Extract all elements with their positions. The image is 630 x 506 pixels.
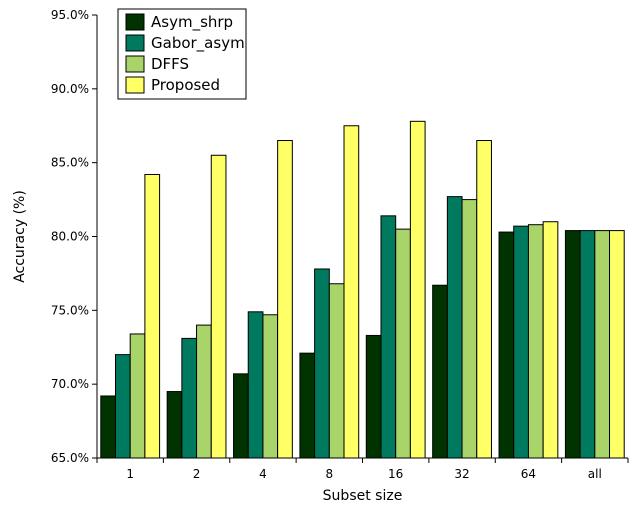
x-tick-label: 16 bbox=[388, 467, 403, 481]
legend-swatch-proposed bbox=[125, 76, 145, 94]
bar-dffs-2 bbox=[196, 324, 212, 459]
bar-asym-shrp-8 bbox=[299, 352, 316, 459]
x-tick-label: 8 bbox=[325, 467, 333, 481]
bar-gabor-asym-2 bbox=[181, 337, 198, 459]
x-tick-label: 1 bbox=[126, 467, 134, 481]
y-axis-label: Accuracy (%) bbox=[12, 190, 28, 283]
bar-proposed-1 bbox=[144, 173, 161, 459]
x-tick-label: 64 bbox=[521, 467, 536, 481]
bar-asym-shrp-all bbox=[564, 230, 581, 459]
bar-asym-shrp-64 bbox=[498, 231, 515, 459]
bar-dffs-32 bbox=[461, 199, 478, 459]
bar-asym-shrp-1 bbox=[100, 395, 116, 459]
y-tick-label: 75.0% bbox=[51, 303, 89, 317]
bar-dffs-1 bbox=[129, 333, 146, 459]
legend-swatch-dffs bbox=[125, 55, 145, 73]
bar-proposed-16 bbox=[409, 120, 426, 459]
bar-asym-shrp-2 bbox=[166, 391, 183, 459]
bar-proposed-64 bbox=[542, 221, 559, 459]
bar-dffs-64 bbox=[527, 224, 544, 459]
y-tick-label: 85.0% bbox=[51, 156, 89, 170]
x-ticks-group: 1 2 4 8 16 32 64 all bbox=[96, 458, 629, 481]
bar-gabor-asym-1 bbox=[114, 354, 131, 459]
bar-gabor-asym-16 bbox=[380, 215, 397, 459]
bar-dffs-8 bbox=[328, 283, 345, 459]
legend-label: DFFS bbox=[151, 55, 189, 73]
legend-label: Asym_shrp bbox=[151, 13, 233, 32]
bar-proposed-all bbox=[609, 230, 625, 459]
x-tick-label: all bbox=[588, 467, 602, 481]
bar-gabor-asym-8 bbox=[314, 268, 330, 459]
bar-gabor-asym-4 bbox=[247, 311, 264, 459]
y-tick-label: 65.0% bbox=[51, 451, 89, 465]
x-tick-label: 2 bbox=[193, 467, 201, 481]
bar-proposed-32 bbox=[476, 140, 492, 459]
bar-dffs-all bbox=[594, 230, 611, 459]
y-ticks-group: 65.0% 70.0% 75.0% 80.0% 85.0% 90.0% 95.0% bbox=[51, 8, 97, 465]
legend-label: Proposed bbox=[151, 76, 220, 94]
legend-label: Gabor_asym bbox=[151, 34, 245, 53]
x-axis-label: Subset size bbox=[323, 488, 403, 504]
y-tick-label: 70.0% bbox=[51, 377, 89, 391]
bar-dffs-16 bbox=[395, 228, 411, 459]
bar-asym-shrp-16 bbox=[365, 334, 382, 459]
y-tick-label: 90.0% bbox=[51, 82, 89, 96]
bar-gabor-asym-all bbox=[579, 230, 596, 459]
y-tick-label: 80.0% bbox=[51, 230, 89, 244]
bar-proposed-2 bbox=[210, 154, 227, 459]
x-tick-label: 4 bbox=[259, 467, 267, 481]
bar-asym-shrp-4 bbox=[233, 373, 249, 459]
bar-dffs-4 bbox=[262, 314, 279, 459]
legend-swatch-asym-shrp bbox=[125, 13, 145, 31]
bar-gabor-asym-64 bbox=[513, 225, 529, 459]
legend-swatch-gabor-asym bbox=[125, 34, 145, 52]
legend: Asym_shrp Gabor_asym DFFS Proposed bbox=[117, 8, 247, 100]
bar-asym-shrp-32 bbox=[432, 284, 448, 459]
bar-proposed-4 bbox=[277, 140, 293, 459]
bar-gabor-asym-32 bbox=[446, 196, 463, 459]
bars-group bbox=[100, 120, 625, 459]
bar-proposed-8 bbox=[343, 125, 360, 459]
y-tick-label: 95.0% bbox=[51, 8, 89, 22]
x-tick-label: 32 bbox=[454, 467, 469, 481]
